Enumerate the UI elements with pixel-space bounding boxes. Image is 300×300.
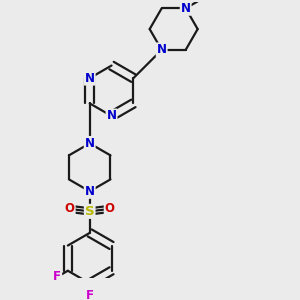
Text: O: O xyxy=(65,202,75,215)
Text: N: N xyxy=(85,137,95,150)
Text: N: N xyxy=(181,2,191,15)
Text: O: O xyxy=(105,202,115,215)
Text: N: N xyxy=(85,72,95,85)
Text: N: N xyxy=(157,44,167,56)
Text: F: F xyxy=(53,270,61,284)
Text: N: N xyxy=(85,185,95,198)
Text: S: S xyxy=(85,205,94,218)
Text: N: N xyxy=(106,110,116,122)
Text: F: F xyxy=(86,289,94,300)
